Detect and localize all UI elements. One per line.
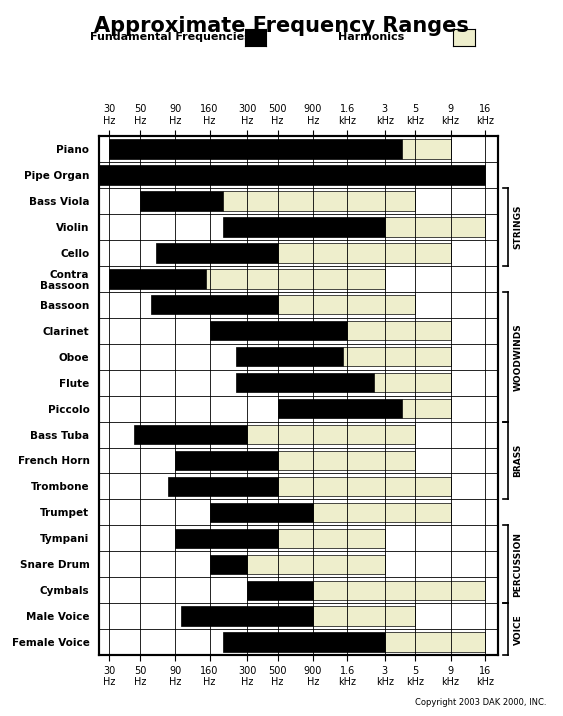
Bar [402,399,450,418]
Bar [223,217,385,236]
Text: WOODWINDS: WOODWINDS [513,323,522,390]
Bar [313,581,485,600]
Bar [209,321,347,340]
Bar [109,140,402,159]
Bar [109,269,205,289]
Bar [151,295,278,314]
Bar [181,606,313,626]
Text: Harmonics: Harmonics [338,32,404,42]
Bar [278,528,385,548]
Text: STRINGS: STRINGS [513,205,522,249]
Bar [223,632,385,652]
Bar [209,555,247,574]
Text: Fundamental Frequencies: Fundamental Frequencies [90,32,251,42]
Bar [175,451,278,470]
Text: Copyright 2003 DAK 2000, INC.: Copyright 2003 DAK 2000, INC. [414,698,546,707]
Bar [278,399,402,418]
Bar [278,295,415,314]
Text: BRASS: BRASS [513,444,522,477]
Bar [223,191,415,211]
Bar [385,632,485,652]
Bar [175,528,278,548]
Bar [374,373,450,392]
Text: VOICE: VOICE [513,614,522,644]
Bar [155,243,278,263]
Bar [236,373,374,392]
Bar [278,243,450,263]
Bar [402,140,450,159]
Bar [313,606,415,626]
Bar [385,217,485,236]
Bar [313,503,450,522]
Text: PERCUSSION: PERCUSSION [513,532,522,597]
Bar [72,165,485,185]
Bar [133,425,247,444]
Bar [278,477,450,496]
Text: Approximate Frequency Ranges: Approximate Frequency Ranges [94,16,469,37]
Bar [247,581,313,600]
Bar [343,347,450,367]
Bar [236,347,343,367]
Bar [278,451,415,470]
Bar [140,191,223,211]
Bar [247,425,415,444]
Bar [205,269,385,289]
Bar [168,477,278,496]
Bar [347,321,450,340]
Bar [247,555,385,574]
Bar [209,503,313,522]
